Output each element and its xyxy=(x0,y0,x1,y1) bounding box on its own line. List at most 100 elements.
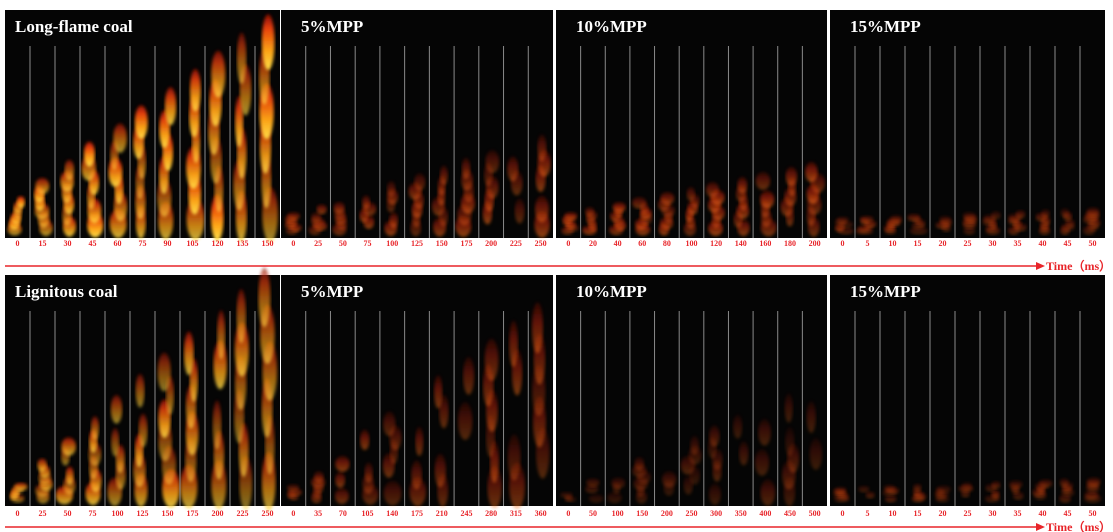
panel-title: 10%MPP xyxy=(576,282,647,301)
flame xyxy=(883,484,896,492)
flame xyxy=(708,483,721,505)
flame xyxy=(936,485,951,493)
flame xyxy=(16,195,25,209)
time-label: 100 xyxy=(112,509,124,518)
flame xyxy=(415,426,424,456)
image-panel xyxy=(281,10,553,238)
flame xyxy=(386,180,396,197)
flame xyxy=(586,478,600,487)
time-label: 0 xyxy=(16,239,20,248)
time-label: 210 xyxy=(436,509,448,518)
flame xyxy=(760,190,775,209)
flame xyxy=(164,86,177,126)
time-label: 70 xyxy=(339,509,347,518)
time-label: 20 xyxy=(939,239,947,248)
time-label: 50 xyxy=(1089,509,1097,518)
time-label: 50 xyxy=(1089,239,1097,248)
time-label: 20 xyxy=(589,239,597,248)
image-panel xyxy=(281,275,553,510)
flame xyxy=(135,373,145,408)
flame xyxy=(463,356,475,395)
flame xyxy=(611,477,625,489)
flame xyxy=(962,481,972,490)
time-label: 140 xyxy=(735,239,747,248)
flame xyxy=(1086,477,1101,487)
time-label: 200 xyxy=(212,509,224,518)
flame xyxy=(910,226,928,235)
flame xyxy=(335,471,346,488)
time-label: 100 xyxy=(612,509,624,518)
time-label: 280 xyxy=(485,509,497,518)
flame xyxy=(939,215,952,224)
time-label: 500 xyxy=(809,509,821,518)
flame xyxy=(509,320,518,368)
time-label: 200 xyxy=(809,239,821,248)
flame xyxy=(507,434,521,481)
time-label: 15 xyxy=(39,239,47,248)
flame xyxy=(236,32,247,84)
panel-title: 15%MPP xyxy=(850,17,921,36)
flame xyxy=(612,201,626,213)
flame xyxy=(834,486,847,494)
time-label: 40 xyxy=(614,239,622,248)
flame xyxy=(360,429,370,451)
time-label: 450 xyxy=(784,509,796,518)
flame xyxy=(134,105,148,140)
time-label: 135 xyxy=(237,239,249,248)
time-label: 30 xyxy=(989,239,997,248)
flame xyxy=(411,460,422,490)
time-label: 30 xyxy=(64,239,72,248)
flame xyxy=(287,484,300,492)
time-label: 400 xyxy=(759,509,771,518)
time-label: 140 xyxy=(386,509,398,518)
time-label: 50 xyxy=(339,239,347,248)
flame xyxy=(1084,490,1099,500)
flame xyxy=(389,212,398,229)
flame xyxy=(884,495,897,503)
flame xyxy=(461,157,471,180)
flame xyxy=(836,216,849,224)
time-label: 120 xyxy=(212,239,224,248)
time-label: 15 xyxy=(914,239,922,248)
flame xyxy=(487,466,502,509)
time-label: 225 xyxy=(510,239,522,248)
flame xyxy=(1015,210,1026,219)
flame xyxy=(189,68,201,112)
time-label: 245 xyxy=(460,509,472,518)
axis-label: Time（ms） xyxy=(1046,519,1111,532)
image-panel xyxy=(830,10,1105,238)
flame xyxy=(737,176,748,194)
time-label: 100 xyxy=(386,239,398,248)
flame xyxy=(110,394,123,424)
flame xyxy=(662,471,677,488)
flame xyxy=(607,491,622,504)
flame xyxy=(632,196,647,209)
flame xyxy=(755,449,770,476)
flame xyxy=(184,331,194,376)
flame xyxy=(564,211,578,221)
flame xyxy=(859,215,874,223)
time-label: 350 xyxy=(735,509,747,518)
flame xyxy=(458,402,473,440)
time-label: 250 xyxy=(686,509,698,518)
flame xyxy=(588,494,604,503)
flame xyxy=(439,165,448,185)
flame xyxy=(913,483,922,492)
flame xyxy=(806,401,816,433)
time-label: 45 xyxy=(89,239,97,248)
flame xyxy=(784,393,793,423)
flame xyxy=(706,181,720,198)
image-panel xyxy=(556,10,827,238)
time-label: 15 xyxy=(914,509,922,518)
flame xyxy=(733,414,743,439)
flame xyxy=(217,310,226,360)
flame xyxy=(90,416,99,440)
flame xyxy=(758,419,771,446)
panel-title: 5%MPP xyxy=(301,282,363,301)
flame xyxy=(484,338,499,381)
flame xyxy=(61,437,76,456)
flame xyxy=(335,455,350,472)
panel-title: Lignitous coal xyxy=(15,282,118,301)
flame xyxy=(1059,478,1069,487)
flame xyxy=(991,480,1001,490)
